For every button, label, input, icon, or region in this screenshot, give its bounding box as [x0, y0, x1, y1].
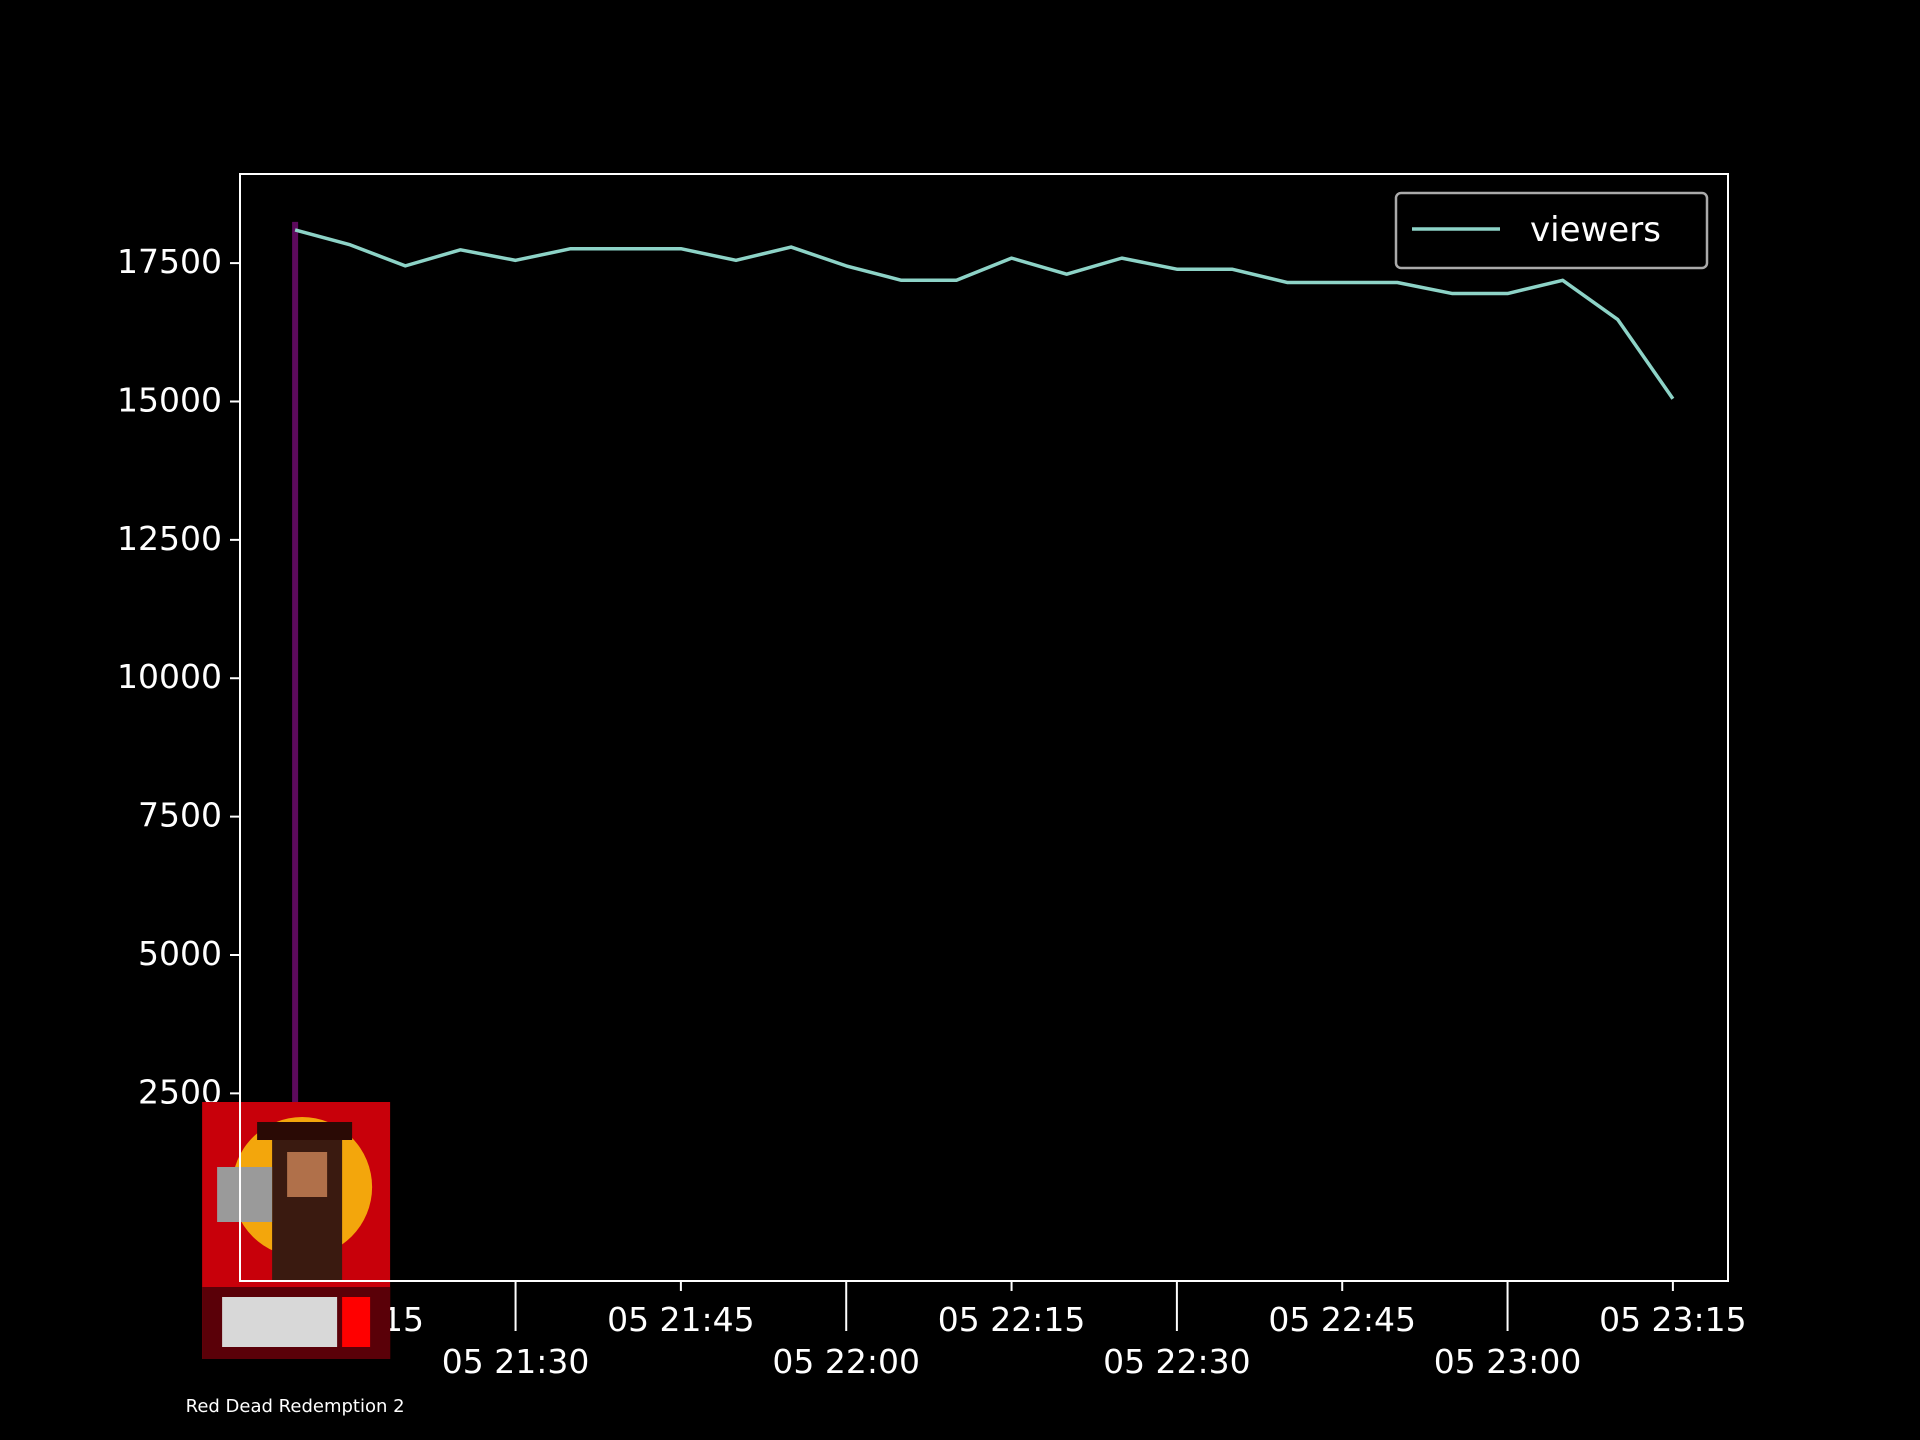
cover-logo-numeral: [342, 1297, 371, 1347]
y-tick-label: 12500: [117, 519, 222, 558]
x-tick-label: 05 22:15: [938, 1300, 1086, 1339]
legend: viewers: [1394, 191, 1709, 270]
legend-box: [1394, 191, 1709, 270]
game-label: Red Dead Redemption 2: [186, 1396, 405, 1417]
x-tick-label: 05 23:15: [1599, 1300, 1747, 1339]
plot-frame: [239, 173, 1729, 1282]
game-cover-image: [202, 1102, 391, 1359]
y-tick-label: 17500: [117, 242, 222, 281]
x-tick-label: 05 21:30: [442, 1342, 590, 1381]
x-tick-label: 05 21:45: [607, 1300, 755, 1339]
y-tick-label: 5000: [138, 934, 222, 973]
x-tick-label: 05 22:30: [1103, 1342, 1251, 1381]
y-tick-label: 10000: [117, 657, 222, 696]
y-tick-label: 15000: [117, 380, 222, 419]
y-axis: 025005000750010000125001500017500: [117, 242, 240, 1250]
x-tick-label: 05 23:00: [1434, 1342, 1582, 1381]
x-tick-label: 05 22:00: [772, 1342, 920, 1381]
viewers-line: [294, 228, 1675, 400]
y-tick-label: 7500: [138, 796, 222, 835]
cover-revolver: [217, 1167, 273, 1222]
x-tick-label: 05 22:45: [1268, 1300, 1416, 1339]
cover-logo: [222, 1297, 338, 1347]
cover-hat: [257, 1122, 353, 1140]
legend-label: viewers: [1530, 210, 1661, 250]
cover-face: [287, 1152, 328, 1197]
